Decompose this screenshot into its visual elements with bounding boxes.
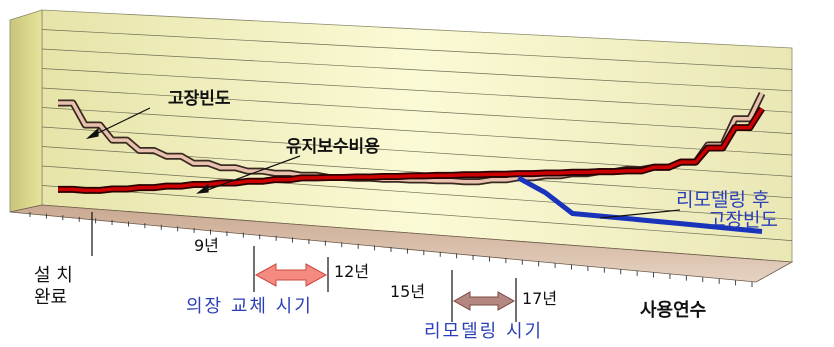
remodel-period-label: 리모델링 시기	[424, 321, 543, 342]
maintenance-leader-arrowhead	[196, 183, 209, 194]
furniture-period-arrow	[254, 263, 328, 287]
gridline	[41, 48, 793, 92]
chart-floor	[9, 204, 794, 283]
year17-label: 17년	[522, 289, 557, 308]
furniture-period-label: 의장 교체 시기	[186, 296, 313, 317]
failure-leader-arrowhead	[85, 127, 99, 140]
x-axis-label: 사용연수	[640, 300, 706, 321]
series-layer	[58, 91, 766, 234]
series-line	[517, 175, 763, 234]
gridline	[41, 29, 793, 70]
remodel-period-arrow	[452, 291, 516, 311]
remodel-label-line1: 리모델링 후	[676, 189, 769, 211]
install-label-line1: 설 치	[34, 265, 73, 286]
chart-gridlines	[41, 29, 793, 241]
install-label-line2: 완료	[34, 287, 67, 308]
leader-lines	[85, 107, 681, 322]
gridline	[41, 87, 793, 134]
failure-leader	[91, 107, 151, 137]
failure-label: 고장빈도	[168, 89, 231, 109]
year12-label: 12년	[334, 262, 369, 281]
year15-label: 15년	[390, 282, 425, 301]
gridline	[41, 68, 793, 113]
year9-label: 9년	[194, 236, 219, 255]
remodel-leader	[599, 209, 681, 219]
remodel-label-line2: 고장빈도	[708, 209, 778, 231]
x-axis-ticks	[29, 212, 753, 287]
series-line	[58, 107, 764, 193]
gridline	[41, 185, 793, 241]
chart-left-wall	[9, 9, 43, 213]
maintenance-label: 유지보수비용	[286, 137, 380, 157]
gridline	[41, 165, 793, 220]
maintenance-leader	[201, 155, 301, 193]
gridline	[41, 107, 793, 156]
